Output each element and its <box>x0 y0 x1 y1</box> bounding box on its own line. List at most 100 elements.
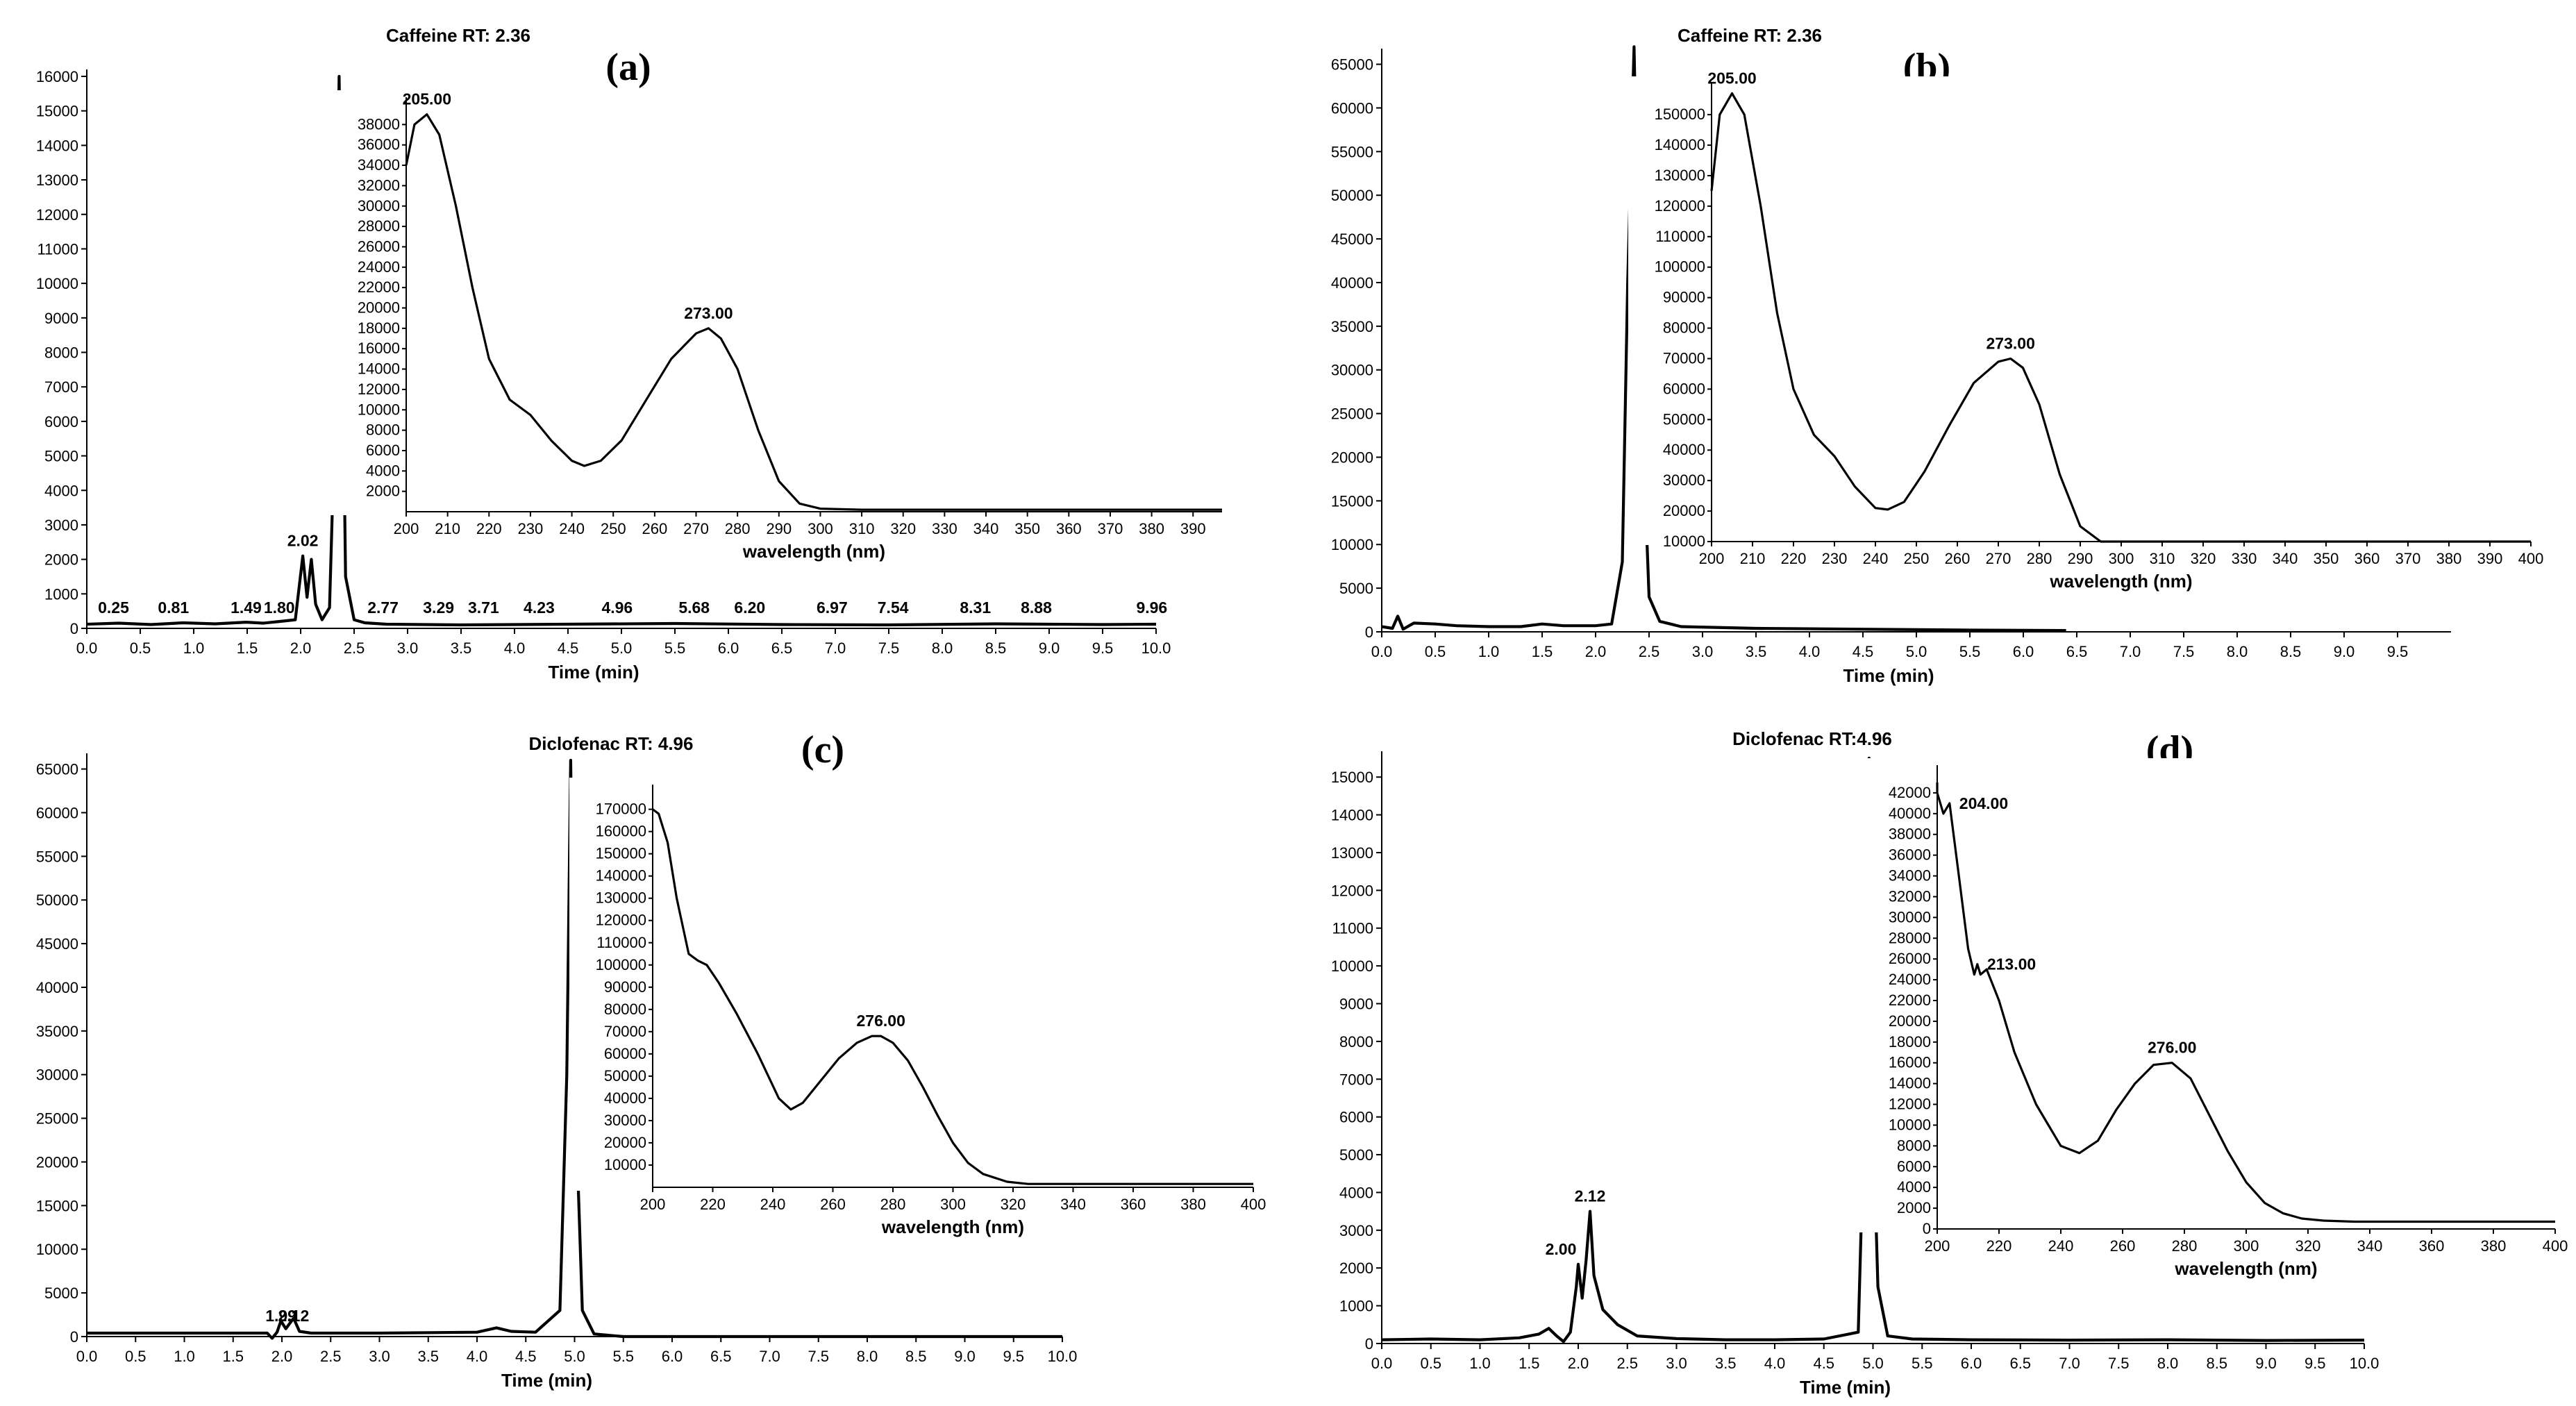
inset-x-axis-title: wavelength (nm) <box>2049 571 2192 592</box>
inset-x-tick-label: 280 <box>880 1196 906 1213</box>
inset-background <box>1628 76 2534 545</box>
inset-y-tick-label: 22000 <box>1889 991 1931 1009</box>
x-tick-label: 7.0 <box>2059 1355 2080 1372</box>
y-tick-label: 5000 <box>1339 1146 1373 1164</box>
inset-y-tick-label: 22000 <box>358 278 400 296</box>
x-tick-label: 3.0 <box>397 639 419 657</box>
x-tick-label: 6.5 <box>2009 1355 2031 1372</box>
x-tick-label: 4.0 <box>1764 1355 1786 1372</box>
y-tick-label: 50000 <box>1331 187 1373 204</box>
x-tick-label: 6.5 <box>2066 643 2088 660</box>
x-tick-label: 3.5 <box>451 639 472 657</box>
inset-y-tick-label: 18000 <box>358 319 400 337</box>
y-tick-label: 0 <box>1365 624 1373 641</box>
inset-x-tick-label: 260 <box>2110 1237 2136 1255</box>
inset-y-tick-label: 28000 <box>1889 929 1931 946</box>
x-tick-label: 0.0 <box>76 1348 98 1365</box>
inset-y-tick-label: 80000 <box>1663 319 1705 337</box>
inset-x-tick-label: 280 <box>725 520 751 537</box>
inset-y-tick-label: 90000 <box>1663 289 1705 306</box>
peak-label: 2.12 <box>278 1307 309 1325</box>
chromatogram-trace <box>1381 45 2066 633</box>
inset-y-tick-label: 12000 <box>1889 1096 1931 1113</box>
x-tick-label: 5.5 <box>1959 643 1981 660</box>
inset-x-axis-title: wavelength (nm) <box>742 541 885 562</box>
peak-label: 3.71 <box>468 599 499 617</box>
inset-x-axis-title: wavelength (nm) <box>881 1216 1024 1237</box>
inset-y-tick-label: 38000 <box>358 115 400 133</box>
peak-label: 8.88 <box>1021 599 1052 617</box>
peak-label: 0.81 <box>158 599 189 617</box>
inset-y-tick-label: 40000 <box>1889 805 1931 822</box>
inset-x-tick-label: 260 <box>1945 550 1971 567</box>
y-tick-label: 55000 <box>1331 143 1373 160</box>
x-tick-label: 2.0 <box>271 1348 293 1365</box>
uv-spectrum-trace <box>405 113 1222 511</box>
y-tick-label: 14000 <box>1331 807 1373 824</box>
x-tick-label: 1.5 <box>1532 643 1553 660</box>
y-tick-label: 45000 <box>36 935 78 953</box>
inset-x-tick-label: 210 <box>1740 550 1766 567</box>
inset-x-tick-label: 200 <box>1925 1237 1950 1255</box>
inset-y-tick-label: 26000 <box>1889 950 1931 967</box>
x-tick-label: 6.0 <box>2013 643 2034 660</box>
x-tick-label: 7.5 <box>808 1348 829 1365</box>
y-tick-label: 0 <box>70 620 78 637</box>
x-tick-label: 0.0 <box>76 639 98 657</box>
inset-y-tick-label: 40000 <box>1663 441 1705 458</box>
peak-label: 2.00 <box>1546 1240 1577 1258</box>
x-axis-title: Time (min) <box>1843 665 1934 686</box>
chart-title: Diclofenac RT:4.96 <box>1732 728 1892 749</box>
peak-label: 1.80 <box>264 599 295 617</box>
inset-x-tick-label: 370 <box>2395 550 2421 567</box>
inset-y-tick-label: 42000 <box>1889 784 1931 801</box>
peak-label: 7.54 <box>878 599 909 617</box>
y-tick-label: 14000 <box>36 137 78 154</box>
inset-spectrum: 0 2000 4000 6000 8000 10000 12000 14000 16000 180… <box>1854 758 2568 1279</box>
chart-title: Diclofenac RT: 4.96 <box>529 733 694 754</box>
inset-y-tick-label: 32000 <box>1889 887 1931 905</box>
inset-peak-label: 273.00 <box>684 304 733 322</box>
x-tick-label: 2.5 <box>320 1348 342 1365</box>
inset-y-tick-label: 20000 <box>604 1134 646 1151</box>
x-tick-label: 0.5 <box>125 1348 147 1365</box>
inset-x-tick-label: 220 <box>700 1196 726 1213</box>
inset-y-tick-label: 32000 <box>358 176 400 194</box>
x-tick-label: 1.5 <box>237 639 258 657</box>
y-tick-label: 16000 <box>36 68 78 85</box>
x-tick-label: 4.0 <box>504 639 526 657</box>
y-tick-label: 1000 <box>44 585 78 603</box>
x-tick-label: 1.0 <box>1469 1355 1491 1372</box>
x-tick-label: 3.0 <box>1666 1355 1687 1372</box>
inset-y-tick-label: 150000 <box>1655 106 1705 123</box>
x-tick-label: 5.5 <box>1912 1355 1933 1372</box>
x-tick-label: 2.0 <box>290 639 312 657</box>
x-tick-label: 8.0 <box>2157 1355 2179 1372</box>
panel-letter: (a) <box>605 46 651 89</box>
inset-y-tick-label: 160000 <box>596 823 646 840</box>
x-tick-label: 7.0 <box>759 1348 780 1365</box>
inset-y-tick-label: 140000 <box>596 867 646 885</box>
inset-x-tick-label: 300 <box>940 1196 966 1213</box>
uv-spectrum-trace <box>652 808 1253 1185</box>
inset-x-tick-label: 320 <box>890 520 916 537</box>
x-tick-label: 9.0 <box>954 1348 976 1365</box>
y-tick-label: 13000 <box>1331 844 1373 862</box>
x-tick-label: 0.0 <box>1371 1355 1393 1372</box>
x-tick-label: 4.5 <box>558 639 579 657</box>
inset-x-tick-label: 340 <box>1060 1196 1086 1213</box>
inset-y-tick-label: 2000 <box>1897 1199 1931 1216</box>
x-tick-label: 3.5 <box>1746 643 1767 660</box>
inset-x-tick-label: 240 <box>1863 550 1889 567</box>
x-tick-label: 5.0 <box>1906 643 1927 660</box>
inset-x-tick-label: 270 <box>683 520 709 537</box>
inset-y-tick-label: 30000 <box>1889 908 1931 926</box>
chromatogram-trace <box>1381 756 2365 1344</box>
inset-x-tick-label: 360 <box>2355 550 2380 567</box>
inset-y-tick-label: 140000 <box>1655 136 1705 153</box>
y-tick-label: 8000 <box>1339 1033 1373 1051</box>
inset-spectrum: 10000 20000 30000 40000 50000 60000 70000 80000… <box>1628 69 2543 592</box>
inset-y-tick-label: 70000 <box>604 1023 646 1040</box>
y-tick-label: 45000 <box>1331 231 1373 248</box>
inset-y-tick-label: 110000 <box>1655 228 1705 245</box>
